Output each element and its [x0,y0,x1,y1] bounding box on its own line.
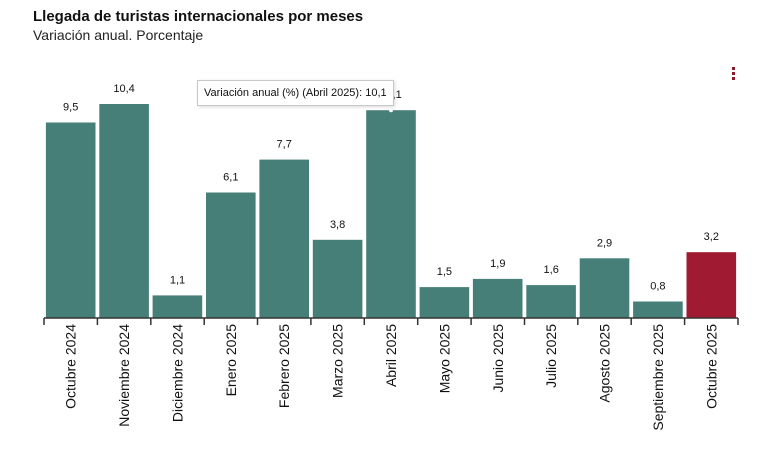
data-label: 3,8 [330,219,345,231]
x-tick-label: Julio 2025 [543,324,559,388]
bar[interactable] [45,122,96,319]
data-label: 0,8 [650,281,665,293]
x-tick-label: Agosto 2025 [597,324,613,403]
x-tick-label: Junio 2025 [490,324,506,393]
bar[interactable] [206,192,256,319]
x-tick-label: Mayo 2025 [436,324,452,393]
bar[interactable] [99,104,149,318]
bar[interactable] [366,110,416,318]
data-label: 6,1 [223,172,238,184]
bar[interactable] [152,295,203,318]
bar[interactable] [579,258,630,318]
data-label: 1,5 [437,266,452,278]
bar[interactable] [633,301,683,319]
data-label: 1,6 [544,264,559,276]
bar[interactable] [472,278,523,318]
x-tick-label: Noviembre 2024 [116,324,132,427]
x-tick-label: Marzo 2025 [330,324,346,398]
data-label: 2,9 [597,237,612,249]
bar[interactable] [686,252,737,318]
chart-title: Llegada de turistas internacionales por … [33,8,364,25]
data-label: 7,7 [277,139,292,151]
x-tick-label: Febrero 2025 [276,324,292,408]
tooltip: Variación anual (%) (Abril 2025): 10,1 [197,80,394,106]
bar[interactable] [419,287,470,318]
data-label: 10,4 [113,83,134,95]
data-label: 1,1 [170,274,185,286]
chart-subtitle: Variación anual. Porcentaje [33,27,204,43]
x-tick-label: Octubre 2024 [63,324,79,409]
x-tick-label: Abril 2025 [383,324,399,387]
bar[interactable] [259,159,309,318]
x-tick-label: Diciembre 2024 [170,324,186,422]
x-tick-label: Septiembre 2025 [650,324,666,431]
bar[interactable] [526,285,576,318]
more-vertical-icon[interactable] [728,66,738,82]
bar[interactable] [312,239,363,318]
hover-marker [389,108,393,113]
data-label: 9,5 [63,102,78,114]
x-tick-label: Octubre 2025 [703,324,719,409]
data-label: 1,9 [490,258,505,270]
x-tick-label: Enero 2025 [223,324,239,397]
data-label: 3,2 [704,231,719,243]
